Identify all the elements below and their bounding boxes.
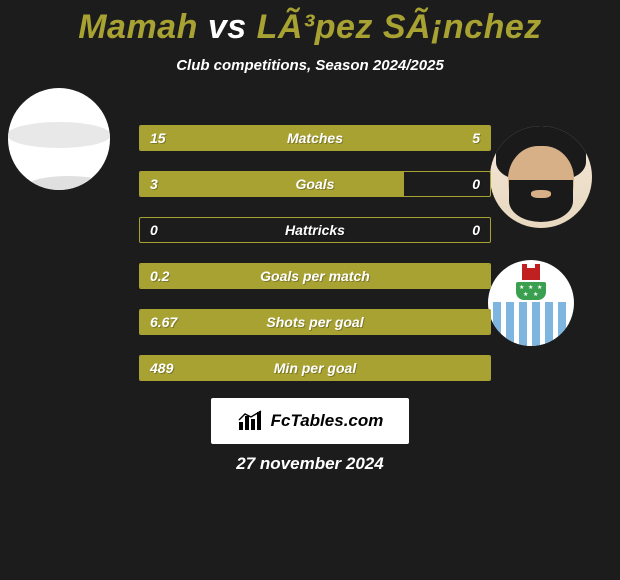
stat-row: 0.2Goals per match xyxy=(139,263,491,289)
stat-row: 155Matches xyxy=(139,125,491,151)
title-player1: Mamah xyxy=(78,8,198,46)
player2-avatar xyxy=(490,126,592,228)
branding: FcTables.com xyxy=(211,398,409,444)
stat-label: Hattricks xyxy=(140,218,490,242)
stat-label: Shots per goal xyxy=(140,310,490,334)
branding-text: FcTables.com xyxy=(271,411,384,431)
subtitle: Club competitions, Season 2024/2025 xyxy=(0,57,620,74)
player2-club-badge: ★ ★ ★ ★ ★ xyxy=(488,260,574,346)
stat-row: 30Goals xyxy=(139,171,491,197)
stat-label: Min per goal xyxy=(140,356,490,380)
date: 27 november 2024 xyxy=(0,454,620,474)
page-title: Mamah vs LÃ³pez SÃ¡nchez xyxy=(0,0,620,47)
stat-row: 6.67Shots per goal xyxy=(139,309,491,335)
stat-label: Matches xyxy=(140,126,490,150)
stat-label: Goals xyxy=(140,172,490,196)
stat-row: 489Min per goal xyxy=(139,355,491,381)
stat-label: Goals per match xyxy=(140,264,490,288)
stat-row: 00Hattricks xyxy=(139,217,491,243)
player1-avatar-placeholder xyxy=(8,88,110,190)
title-vs: vs xyxy=(208,8,247,46)
title-player2: LÃ³pez SÃ¡nchez xyxy=(257,8,542,46)
chart-icon xyxy=(237,410,265,432)
comparison-bars: 155Matches 30Goals 00Hattricks 0.2Goals per… xyxy=(139,125,491,401)
